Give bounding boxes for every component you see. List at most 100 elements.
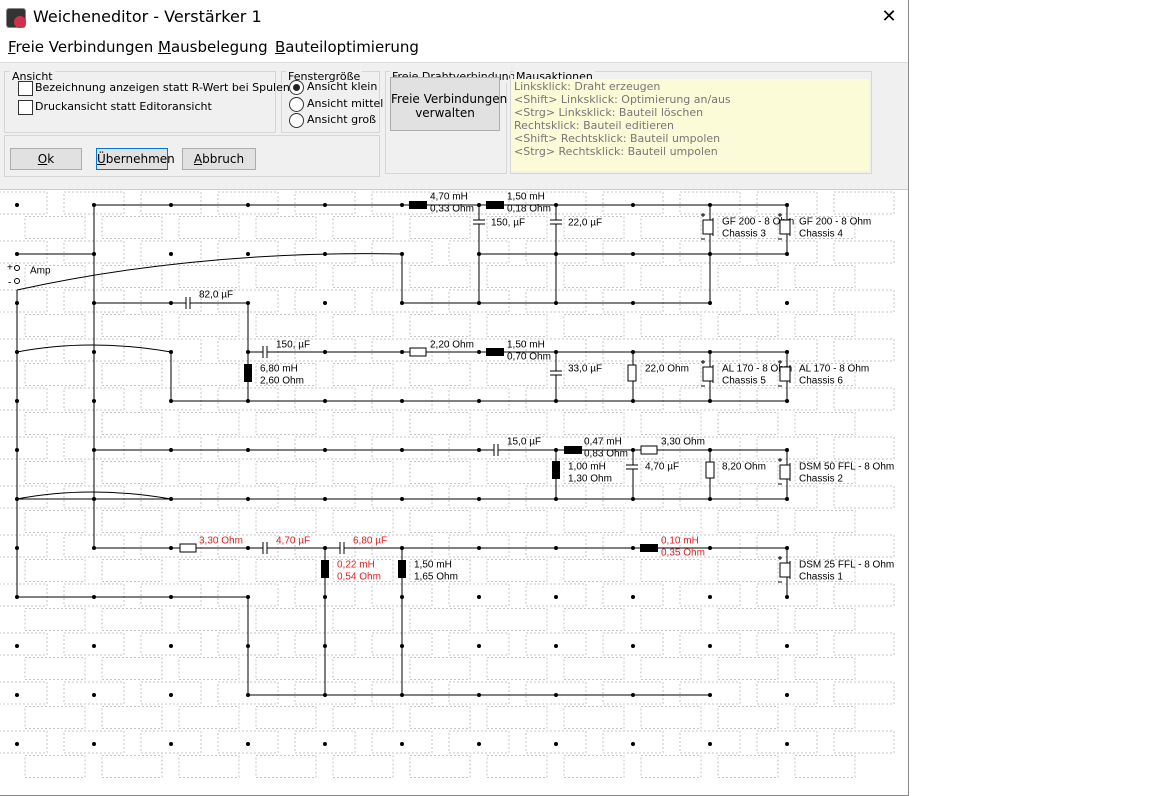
placeholder-cell [640, 559, 702, 582]
component-label: AL 170 - 8 Ohm [799, 364, 869, 375]
inductor [640, 544, 658, 552]
placeholder-cell [255, 510, 317, 533]
node [554, 497, 558, 501]
node [92, 742, 96, 746]
placeholder-cell [409, 755, 471, 778]
node [785, 350, 789, 354]
close-button[interactable]: ✕ [881, 6, 897, 27]
mouse-action: <Shift> Rechtsklick: Bauteil umpolen [514, 132, 721, 145]
placeholder-cell [717, 608, 779, 631]
node [554, 301, 558, 305]
node [15, 350, 19, 354]
component-label: 33,0 µF [568, 364, 602, 375]
placeholder-cell [101, 412, 163, 435]
placeholder-cell [717, 265, 779, 288]
button-text: verwalten [415, 106, 475, 120]
component-label: 82,0 µF [199, 290, 233, 301]
placeholder-cell [255, 265, 317, 288]
radio-label[interactable]: Ansicht mittel [307, 96, 384, 110]
placeholder-cell [255, 657, 317, 680]
node [323, 595, 327, 599]
radio-button[interactable] [289, 96, 304, 112]
mouse-action: Rechtsklick: Bauteil editieren [514, 119, 674, 132]
node [400, 644, 404, 648]
wire-arc [16, 344, 172, 353]
radio-label[interactable]: Ansicht klein [307, 80, 378, 93]
radio-button[interactable] [289, 113, 304, 128]
placeholder-cell [63, 730, 125, 754]
node [169, 252, 173, 256]
node [246, 595, 250, 599]
component-label: 8,20 Ohm [722, 462, 766, 473]
node [785, 693, 789, 697]
placeholder-cell [448, 681, 510, 705]
node [708, 399, 712, 403]
node [477, 301, 481, 305]
node [554, 644, 558, 648]
menu-item[interactable]: Freie Verbindungen [8, 38, 154, 56]
placeholder-cell [140, 632, 202, 656]
node [477, 546, 481, 550]
dialog-button[interactable]: Übernehmen [96, 148, 175, 170]
radio-button[interactable] [289, 80, 304, 95]
dialog-button[interactable]: Abbruch [182, 148, 256, 170]
node [400, 742, 404, 746]
node [169, 203, 173, 207]
placeholder-cell [178, 265, 240, 288]
placeholder-cell [486, 755, 548, 778]
node [323, 497, 327, 501]
node [708, 595, 712, 599]
node [708, 644, 712, 648]
cap-gap [263, 542, 267, 554]
mouse-actions-box [511, 79, 869, 171]
manage-button[interactable]: Freie Verbindungen verwalten [390, 77, 508, 131]
placeholder-cell [640, 363, 702, 386]
placeholder-cell [24, 265, 86, 288]
placeholder-cell [756, 289, 818, 313]
node [554, 350, 558, 354]
placeholder-cell [525, 534, 587, 558]
node [246, 497, 250, 501]
node [323, 546, 327, 550]
node [708, 497, 712, 501]
node [246, 546, 250, 550]
checkbox-label[interactable]: Bezeichnung anzeigen statt R-Wert bei Sp… [35, 81, 290, 94]
placeholder-cell [794, 265, 856, 288]
placeholder-cell [0, 485, 48, 509]
button-text: Freie Verbindungen [391, 92, 508, 106]
group-title: Ansicht [10, 70, 55, 83]
component-label: 6,80 mH [260, 364, 298, 375]
placeholder-cell [563, 755, 625, 778]
placeholder-cell [255, 608, 317, 631]
placeholder-cell [640, 265, 702, 288]
checkbox-label[interactable]: Druckansicht statt Editoransicht [35, 100, 212, 113]
radio-label[interactable]: Ansicht groß [307, 113, 377, 126]
placeholder-cell [217, 534, 279, 558]
cap-gap [340, 542, 344, 554]
node [631, 497, 635, 501]
placeholder-cell [294, 289, 356, 313]
speaker [702, 366, 714, 382]
speaker [779, 562, 791, 578]
placeholder-cell [294, 485, 356, 509]
dialog-button[interactable]: Ok [10, 148, 82, 170]
menu-item[interactable]: Mausbelegung [158, 38, 268, 56]
component-label: 0,47 mH [584, 437, 622, 448]
checkbox[interactable] [18, 81, 33, 96]
node [400, 203, 404, 207]
node [15, 252, 19, 256]
component-label: DSM 25 FFL - 8 Ohm [799, 560, 894, 571]
placeholder-cell [24, 657, 86, 680]
checkbox[interactable] [18, 100, 33, 115]
node [400, 399, 404, 403]
node [246, 448, 250, 452]
inductor [564, 446, 582, 454]
node [15, 301, 19, 305]
placeholder-cell [409, 608, 471, 631]
placeholder-cell [178, 363, 240, 386]
placeholder-cell [217, 436, 279, 460]
component-label: 15,0 µF [507, 437, 541, 448]
placeholder-cell [563, 657, 625, 680]
menu-item[interactable]: Bauteiloptimierung [275, 38, 419, 56]
